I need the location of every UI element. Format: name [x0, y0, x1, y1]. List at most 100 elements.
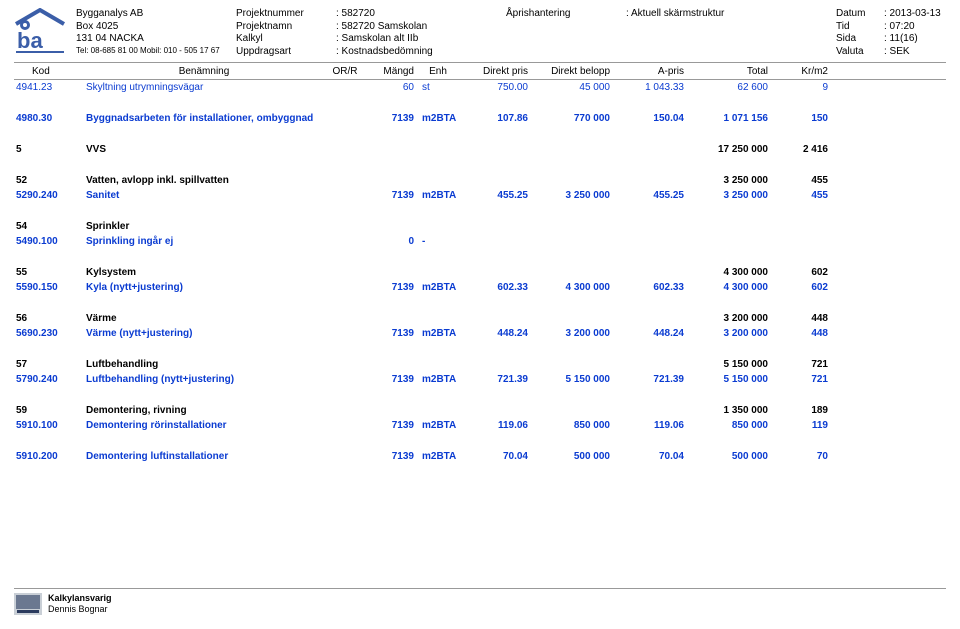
doc-meta: Datum Tid Sida Valuta : 2013-03-13 : 07:…: [836, 8, 946, 58]
cell-mangd: [366, 313, 416, 324]
company-name: Bygganalys AB: [76, 8, 226, 21]
cell-ben: Kylsystem: [84, 267, 324, 278]
cell-total: 4 300 000: [686, 267, 770, 278]
cell-total: 500 000: [686, 451, 770, 462]
cell-enh: [416, 359, 460, 370]
cell-mangd: [366, 359, 416, 370]
cell-dbelopp: 500 000: [530, 451, 612, 462]
cell-orr: [324, 405, 366, 416]
value-projektnamn: : 582720 Samskolan: [336, 21, 496, 34]
svg-text:ba: ba: [17, 28, 43, 53]
table-row: 5910.100Demontering rörinstallationer 713…: [14, 418, 946, 433]
cell-orr: [324, 113, 366, 124]
cell-kod: 5910.100: [14, 420, 84, 431]
cell-enh: [416, 175, 460, 186]
row-spacer: [14, 95, 946, 111]
cell-total: 850 000: [686, 420, 770, 431]
footer-icon: [14, 593, 42, 615]
cell-krm2: 721: [770, 359, 830, 370]
cell-mangd: 7139: [366, 328, 416, 339]
cell-ben: Demontering rörinstallationer: [84, 420, 324, 431]
table-body: 4941.23Skyltning utrymningsvägar60st750.…: [14, 80, 946, 464]
cell-total: 5 150 000: [686, 359, 770, 370]
pricing-meta: Åprishantering : Aktuell skärmstruktur: [506, 8, 826, 58]
value-aprishantering: : Aktuell skärmstruktur: [626, 8, 724, 21]
cell-apris: 602.33: [612, 282, 686, 293]
cell-orr: [324, 359, 366, 370]
cell-orr: [324, 236, 366, 247]
cell-enh: [416, 221, 460, 232]
cell-enh: st: [416, 82, 460, 93]
label-projektnamn: Projektnamn: [236, 21, 326, 34]
cell-apris: [612, 236, 686, 247]
row-spacer: [14, 249, 946, 265]
cell-apris: 150.04: [612, 113, 686, 124]
label-kalkyl: Kalkyl: [236, 33, 326, 46]
footer-text: Kalkylansvarig Dennis Bognar: [48, 593, 112, 615]
col-apris: A-pris: [612, 66, 686, 77]
table-row: 52Vatten, avlopp inkl. spillvatten3 250 …: [14, 173, 946, 188]
cell-krm2: 119: [770, 420, 830, 431]
cell-ben: Demontering luftinstallationer: [84, 451, 324, 462]
report-header: ba Bygganalys AB Box 4025 131 04 NACKA T…: [14, 8, 946, 63]
cell-orr: [324, 451, 366, 462]
cell-dbelopp: [530, 144, 612, 155]
label-sida: Sida: [836, 33, 884, 46]
company-box: Box 4025: [76, 21, 226, 34]
cell-apris: [612, 267, 686, 278]
cell-mangd: 7139: [366, 451, 416, 462]
cell-total: 3 200 000: [686, 313, 770, 324]
cell-dpris: [460, 221, 530, 232]
page: ba Bygganalys AB Box 4025 131 04 NACKA T…: [0, 0, 960, 629]
cell-dbelopp: [530, 359, 612, 370]
table-row: 5VVS17 250 0002 416: [14, 142, 946, 157]
row-spacer: [14, 433, 946, 449]
cell-dpris: 70.04: [460, 451, 530, 462]
cell-enh: [416, 267, 460, 278]
cell-ben: Skyltning utrymningsvägar: [84, 82, 324, 93]
cell-krm2: 189: [770, 405, 830, 416]
cell-enh: m2BTA: [416, 420, 460, 431]
col-direktpris: Direkt pris: [460, 66, 530, 77]
cell-mangd: 7139: [366, 113, 416, 124]
cell-dpris: [460, 175, 530, 186]
cell-kod: 4980.30: [14, 113, 84, 124]
col-krm2: Kr/m2: [770, 66, 830, 77]
col-benamning: Benämning: [84, 66, 324, 77]
cell-apris: [612, 144, 686, 155]
cell-apris: 119.06: [612, 420, 686, 431]
cell-kod: 4941.23: [14, 82, 84, 93]
cell-total: 3 250 000: [686, 175, 770, 186]
table-row: 5590.150Kyla (nytt+justering)7139m2BTA60…: [14, 280, 946, 295]
cell-mangd: 7139: [366, 282, 416, 293]
cell-krm2: 602: [770, 267, 830, 278]
cell-total: 5 150 000: [686, 374, 770, 385]
cell-apris: 448.24: [612, 328, 686, 339]
cell-orr: [324, 82, 366, 93]
table-row: 5790.240Luftbehandling (nytt+justering)7…: [14, 372, 946, 387]
value-uppdragsart: : Kostnadsbedömning: [336, 46, 496, 59]
cell-ben: Sprinkling ingår ej: [84, 236, 324, 247]
cell-total: 1 071 156: [686, 113, 770, 124]
value-kalkyl: : Samskolan alt IIb: [336, 33, 496, 46]
project-meta-values: : 582720 : 582720 Samskolan : Samskolan …: [336, 8, 496, 58]
cell-krm2: 150: [770, 113, 830, 124]
value-datum: : 2013-03-13: [884, 8, 941, 21]
cell-mangd: 7139: [366, 420, 416, 431]
project-meta-labels: Projektnummer Projektnamn Kalkyl Uppdrag…: [236, 8, 326, 58]
company-tel: Tel: 08-685 81 00 Mobil: 010 - 505 17 67: [76, 46, 226, 56]
cell-ben: Värme (nytt+justering): [84, 328, 324, 339]
row-spacer: [14, 203, 946, 219]
cell-orr: [324, 267, 366, 278]
cell-mangd: 0: [366, 236, 416, 247]
cell-krm2: 2 416: [770, 144, 830, 155]
col-enh: Enh: [416, 66, 460, 77]
cell-dpris: [460, 236, 530, 247]
cell-ben: Byggnadsarbeten för installationer, omby…: [84, 113, 324, 124]
cell-dbelopp: 4 300 000: [530, 282, 612, 293]
table-row: 59Demontering, rivning1 350 000189: [14, 403, 946, 418]
cell-apris: 1 043.33: [612, 82, 686, 93]
table-row: 5910.200Demontering luftinstallationer71…: [14, 449, 946, 464]
value-valuta: : SEK: [884, 46, 941, 59]
cell-kod: 5490.100: [14, 236, 84, 247]
